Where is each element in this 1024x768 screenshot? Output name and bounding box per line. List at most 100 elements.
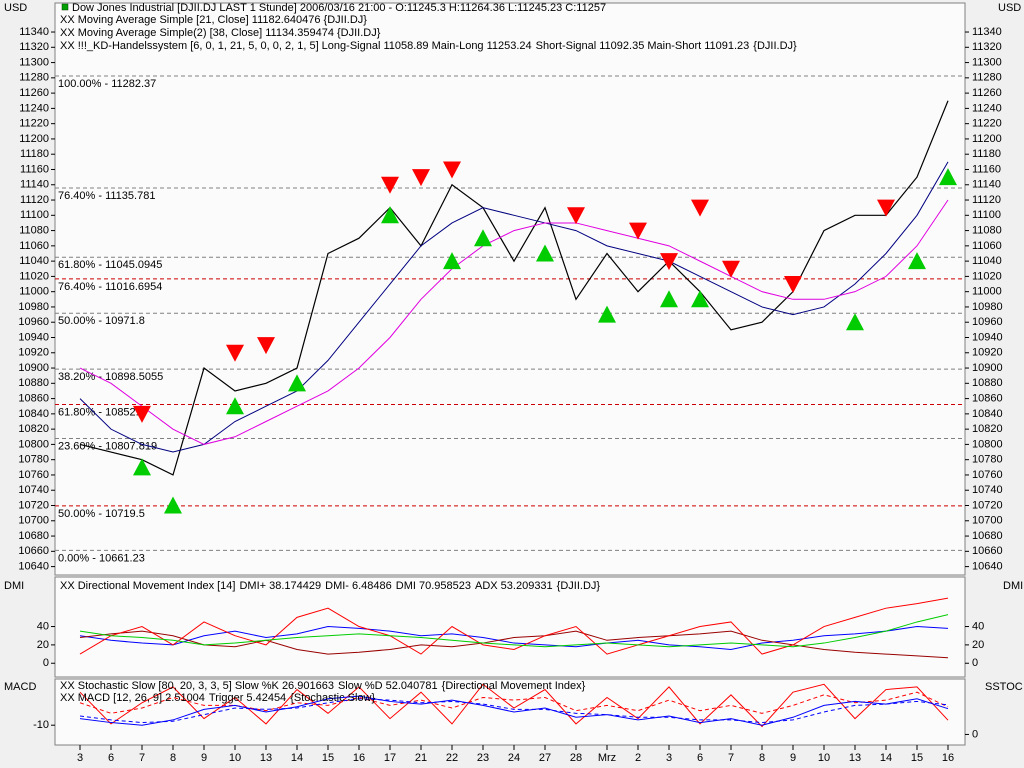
y-tick-label: 10780 [18,454,49,466]
long-signal [598,305,616,323]
y-tick-label-right: 11240 [972,102,1002,114]
fib-label: 50.00% - 10719.5 [58,508,145,520]
x-tick-label: 16 [942,752,954,764]
y-tick-label: 11260 [19,87,49,99]
macd-label: MACD [4,681,36,693]
y-tick-label-right: 10780 [972,454,1003,466]
short-signal [133,405,151,423]
x-tick-label: 2 [635,752,641,764]
x-tick-label: 21 [415,752,427,764]
x-tick-label: 13 [260,752,272,764]
legend-entry: {DJII.DJ} [753,40,797,52]
long-signal [660,290,678,308]
y-tick-label: 11040 [19,255,49,267]
legend-entry: DMI+ 38.174429 [239,580,321,592]
y-tick-label: 10800 [18,438,49,450]
x-tick-label: 7 [139,752,145,764]
fib-label: 76.40% - 11016.6954 [58,281,162,293]
x-tick-label: 16 [353,752,365,764]
y-tick-label: 11020 [19,270,49,282]
y-tick-label-right: 11100 [972,209,1001,221]
legend-entry: XX Stochastic Slow [80, 20, 3, 3, 5] Slo… [60,680,334,692]
y-tick-label: 10740 [18,484,49,496]
y-tick-label: 11220 [19,118,49,130]
x-tick-label: 23 [477,752,489,764]
y-tick-label-right: 10940 [972,331,1003,343]
x-tick-label: 14 [291,752,303,764]
legend-entry: XX Moving Average Simple(2) [38, Close] … [60,27,381,39]
series-line [79,698,949,724]
y-tick-label-right: 11340 [972,26,1002,38]
legend-entry: XX MACD [12, 26, 9] 2.51004 [60,692,205,704]
y-tick-label-right: 11140 [972,179,1001,191]
y-tick-label-right: 11120 [972,194,1001,206]
long-signal [226,397,244,415]
long-signal [288,374,306,392]
y-tick-label-right: 10860 [972,392,1003,404]
y-axis-label-right: USD [998,2,1021,14]
short-signal [784,276,802,294]
y-tick-label-right: 11160 [972,163,1001,175]
x-tick-label: 10 [229,752,241,764]
y-tick-label-right: 10900 [972,362,1003,374]
legend-entry: {Stochastic Slow} [290,692,375,704]
x-tick-label: 14 [880,752,892,764]
legend-entry: ADX 53.209331 [475,580,553,592]
y-tick-label-right: 0 [972,728,978,740]
y-tick-label-right: 10660 [972,545,1003,557]
legend-entry: XX !!!_KD-Handelssystem [6, 0, 1, 21, 5,… [60,40,532,52]
x-tick-label: 8 [759,752,765,764]
y-tick-label: 11320 [19,41,49,53]
y-tick-label: 11140 [20,179,49,191]
y-tick-label: 20 [37,639,49,651]
y-tick-label: 10860 [18,392,49,404]
y-tick-label: 10760 [18,469,49,481]
short-signal [257,337,275,355]
y-tick-label: 10660 [18,545,49,557]
short-signal [443,161,461,179]
y-tick-label-right: 10640 [972,561,1003,573]
y-tick-label: 11180 [20,148,49,160]
long-signal [133,458,151,476]
fib-label: 100.00% - 11282.37 [58,78,156,90]
y-tick-label: -10 [33,719,49,731]
y-tick-label-right: 10680 [972,530,1003,542]
macd-pane [54,678,966,746]
y-tick-label: 11000 [19,286,49,298]
x-tick-label: 6 [697,752,703,764]
x-tick-label: 3 [666,752,672,764]
fib-label: 38.20% - 10898.5055 [58,371,163,383]
y-tick-label: 11120 [20,194,49,206]
y-tick-label-right: 11040 [972,255,1002,267]
x-tick-label: 15 [911,752,923,764]
y-tick-label: 10980 [18,301,49,313]
y-tick-label-right: 10840 [972,408,1003,420]
series-line [79,614,949,648]
stoch-label: SSTOC [985,681,1023,693]
y-tick-label-right: 11220 [972,118,1002,130]
series-line [79,683,949,728]
y-tick-label-right: 10740 [972,484,1003,496]
y-tick-label: 10940 [18,331,49,343]
x-tick-label: 8 [170,752,176,764]
y-tick-label-right: 10980 [972,301,1003,313]
y-tick-label: 0 [43,657,49,669]
long-signal [474,229,492,247]
y-tick-label-right: 10820 [972,423,1003,435]
y-tick-label: 11300 [19,56,49,68]
price-line [79,100,949,476]
x-tick-label: 24 [508,752,520,764]
short-signal [381,176,399,194]
y-tick-label-right: 10880 [972,377,1003,389]
y-tick-label-right: 10720 [972,499,1003,511]
y-tick-label: 10880 [18,377,49,389]
y-tick-label-right: 40 [972,620,984,632]
x-tick-label: 3 [77,752,83,764]
y-tick-label: 11060 [19,240,49,252]
y-tick-label: 11340 [19,26,49,38]
x-tick-label: 7 [728,752,734,764]
y-tick-label: 11100 [20,209,49,221]
short-signal [629,222,647,240]
long-signal [908,252,926,270]
y-tick-label: 10920 [18,347,49,359]
